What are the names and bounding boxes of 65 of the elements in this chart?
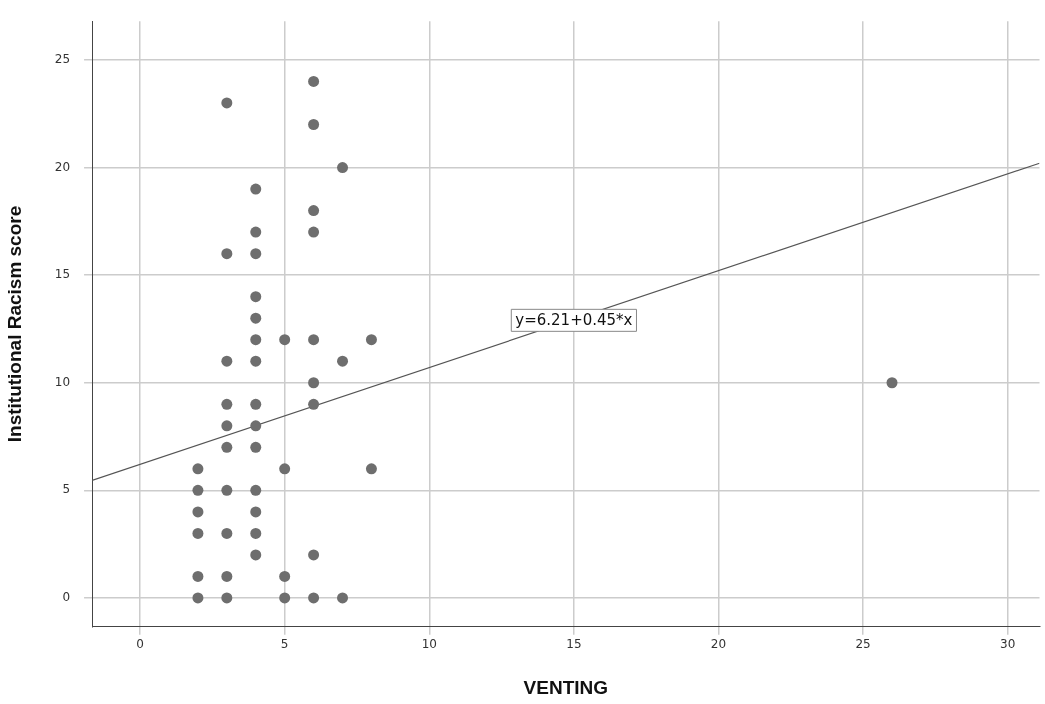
point [250, 183, 262, 195]
point [365, 463, 377, 475]
point [221, 484, 233, 496]
point [192, 592, 204, 604]
x-tick-label: 30 [1000, 637, 1016, 652]
x-tick-label: 10 [421, 637, 437, 652]
point [250, 312, 262, 324]
x-tick-label: 0 [136, 637, 144, 652]
point [308, 119, 320, 130]
point [221, 527, 233, 539]
point [250, 248, 262, 260]
point [279, 592, 291, 604]
point [192, 570, 204, 582]
point [279, 570, 291, 582]
y-tick-label: 15 [54, 267, 71, 282]
point [250, 549, 262, 561]
point [365, 334, 377, 346]
point [221, 441, 233, 453]
point [192, 506, 204, 518]
x-tick-label: 20 [710, 637, 727, 652]
x-tick-label: 15 [566, 637, 582, 652]
point [308, 398, 320, 410]
point [250, 334, 262, 346]
point [221, 355, 233, 367]
point [250, 398, 262, 410]
point [308, 334, 320, 346]
point [250, 484, 262, 496]
point [192, 484, 204, 496]
point [250, 355, 262, 367]
point [337, 592, 349, 604]
point [221, 398, 233, 410]
point [308, 205, 320, 217]
y-axis-title: Institutional Racism score [3, 205, 25, 443]
annotation: y=6.21+0.45*x [515, 311, 633, 330]
point [279, 334, 291, 346]
point [250, 420, 262, 432]
point [279, 463, 291, 475]
point [250, 291, 262, 303]
y-tick-label: 10 [54, 374, 71, 389]
point [221, 248, 233, 260]
point [337, 355, 349, 367]
x-tick-label: 25 [855, 637, 871, 652]
point [221, 592, 233, 604]
point [221, 420, 233, 432]
point [221, 570, 233, 582]
y-tick-label: 20 [54, 159, 71, 174]
point [308, 75, 320, 87]
point [886, 377, 898, 389]
x-tick-label: 5 [280, 637, 289, 652]
point [250, 441, 262, 453]
y-tick-label: 0 [62, 590, 71, 605]
point [192, 463, 204, 475]
point [308, 226, 320, 238]
point [308, 377, 320, 389]
point [308, 592, 320, 604]
point [221, 97, 233, 109]
point [192, 527, 204, 539]
y-tick-label: 25 [54, 52, 71, 67]
x-axis-title: VENTING [523, 676, 609, 698]
point [308, 549, 320, 561]
point [250, 506, 262, 518]
point [250, 226, 262, 238]
point [337, 162, 349, 174]
point [250, 527, 262, 539]
y-tick-label: 5 [62, 482, 71, 497]
